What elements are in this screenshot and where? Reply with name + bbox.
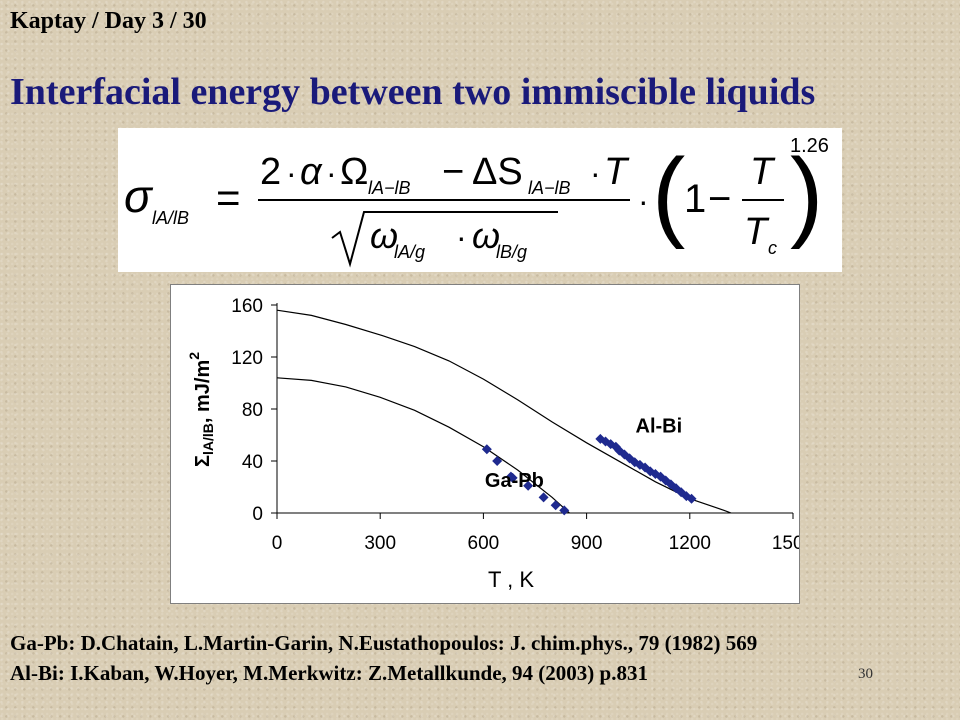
x-axis-label: T , K (488, 567, 534, 592)
x-tick-label: 300 (364, 533, 396, 554)
formula-paren-open: ( (652, 138, 685, 250)
formula-one: 1 (684, 177, 706, 221)
formula-exponent: 1.26 (790, 135, 829, 157)
x-tick-label: 900 (571, 533, 603, 554)
y-tick-label: 40 (242, 452, 263, 473)
y-tick-label: 120 (231, 348, 263, 369)
curve-ga-pb (276, 377, 570, 514)
y-axis-label-text: ΣlA/lB, mJ/m2 (186, 352, 216, 467)
formula-Tc-sub: c (768, 238, 777, 258)
x-tick-label: 1200 (669, 533, 711, 554)
chart-container: ΣlA/lB, mJ/m2 0 40 80 120 160 0 300 600 900 1200 1… (170, 284, 814, 604)
x-tick-label: 600 (468, 533, 500, 554)
formula-svg: σ lA/lB = 2 · α · Ω lA−lB − ΔS lA−lB · T… (124, 135, 829, 268)
y-label-subscript: lA/lB (200, 423, 216, 455)
formula-num-sub1: lA−lB (368, 178, 411, 198)
x-tick-label: 0 (272, 533, 283, 554)
formula-num-sub2: lA−lB (528, 178, 571, 198)
chart-ticks: 0 40 80 120 160 0 300 600 900 1200 1500 T , K (231, 296, 814, 592)
formula-box: σ lA/lB = 2 · α · Ω lA−lB − ΔS lA−lB · T… (118, 128, 842, 272)
formula-alpha: α (300, 151, 323, 193)
formula-Tc: T (744, 211, 770, 253)
reference-ga-pb: Ga-Pb: D.Chatain, L.Martin-Garin, N.Eust… (10, 631, 758, 655)
data-point-ga-pb (559, 505, 570, 516)
formula-equals: = (216, 174, 241, 221)
formula-paren-close: ) (790, 138, 823, 250)
data-point-al-bi (600, 436, 611, 447)
data-point-al-bi (650, 469, 661, 479)
formula-omega-2: ω (472, 215, 500, 256)
formula-dot-2: · (326, 155, 337, 191)
data-point-al-bi (686, 493, 697, 504)
slide-number: 30 (858, 666, 873, 682)
slide-title: Interfacial energy between two immiscibl… (10, 71, 816, 113)
series-label-ga-pb: Ga-Pb (485, 470, 544, 492)
references: Ga-Pb: D.Chatain, L.Martin-Garin, N.Eust… (10, 628, 757, 688)
slide-header: Kaptay / Day 3 / 30 (10, 8, 207, 34)
reference-al-bi: Al-Bi: I.Kaban, W.Hoyer, M.Merkwitz: Z.M… (10, 661, 648, 685)
y-tick-label: 160 (231, 296, 263, 317)
data-point-ga-pb (523, 480, 534, 491)
formula-dot-3: · (590, 155, 601, 191)
formula-sigma: σ (124, 170, 154, 222)
formula-lhs-sub: lA/lB (152, 208, 189, 228)
formula-omega-1: ω (370, 215, 398, 256)
formula-frac-T: T (750, 151, 776, 193)
formula-dot-1: · (286, 155, 297, 191)
data-point-ga-pb (507, 472, 518, 483)
chart-svg: ΣlA/lB, mJ/m2 0 40 80 120 160 0 300 600 900 1200 1… (186, 296, 814, 592)
formula-den-sub2: lB/g (496, 242, 527, 262)
chart-points (481, 433, 697, 516)
formula-den-sub1: lA/g (394, 242, 425, 262)
chart-series-labels: Al-Bi Ga-Pb (485, 415, 682, 492)
formula-minus-2: − (708, 177, 731, 221)
formula-dot-5: · (638, 183, 649, 219)
formula-minus: − (442, 151, 464, 193)
formula-T: T (604, 151, 630, 193)
y-axis-label: ΣlA/lB, mJ/m2 (186, 352, 216, 467)
data-point-al-bi (676, 487, 687, 498)
formula-delta-s: ΔS (472, 151, 523, 193)
x-tick-label: 1500 (772, 533, 799, 554)
data-point-ga-pb (492, 456, 503, 466)
data-point-ga-pb (538, 492, 549, 503)
y-label-unit: , mJ/m (192, 360, 214, 423)
formula-sqrt (331, 211, 558, 268)
data-point-al-bi (614, 445, 625, 456)
y-label-symbol: Σ (192, 455, 214, 467)
data-point-ga-pb (550, 500, 561, 511)
y-tick-label: 0 (252, 504, 263, 525)
data-point-al-bi (671, 483, 682, 494)
formula-omega-big: Ω (340, 151, 368, 193)
y-tick-label: 80 (242, 400, 263, 421)
formula-dot-4: · (456, 219, 467, 255)
series-label-al-bi: Al-Bi (636, 415, 683, 437)
chart-axes (276, 303, 793, 514)
data-point-ga-pb (481, 444, 492, 455)
y-label-superscript: 2 (186, 352, 202, 360)
data-point-al-bi (634, 459, 645, 470)
formula-num-2: 2 (260, 151, 281, 193)
